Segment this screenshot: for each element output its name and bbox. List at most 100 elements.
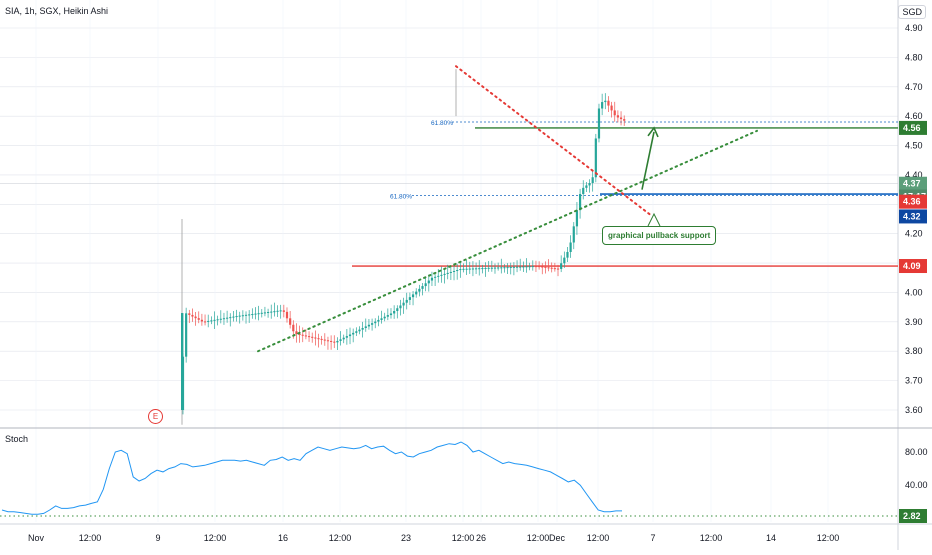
candle-body bbox=[210, 320, 213, 322]
candle-body bbox=[456, 270, 459, 272]
stoch-y-tick-label: 80.00 bbox=[905, 447, 928, 457]
fib-label-upper: 61.80% bbox=[431, 120, 453, 127]
candle-body bbox=[610, 105, 613, 111]
candle-body bbox=[481, 268, 484, 270]
candle-body bbox=[311, 336, 314, 338]
price-axis-label-bg bbox=[899, 176, 927, 191]
target-arrow-shaft bbox=[641, 131, 655, 190]
candle-body bbox=[487, 267, 490, 269]
candle-body bbox=[519, 266, 522, 268]
candle-body bbox=[437, 275, 440, 277]
candle-body bbox=[556, 268, 560, 270]
candle-body bbox=[377, 319, 380, 322]
candle-body bbox=[534, 266, 538, 268]
candle-body bbox=[440, 274, 443, 276]
candle-body bbox=[427, 280, 430, 284]
price-axis-label: 4.36 bbox=[903, 197, 921, 207]
x-tick-label: 12:00 bbox=[329, 533, 352, 543]
candle-body bbox=[254, 313, 257, 315]
candle-body bbox=[238, 315, 241, 317]
candle-body bbox=[374, 321, 377, 324]
x-tick-label: 16 bbox=[278, 533, 288, 543]
pullback-annotation[interactable]: graphical pullback support bbox=[602, 226, 717, 245]
candle-body bbox=[307, 336, 311, 338]
candle-body bbox=[389, 313, 393, 316]
candle-body bbox=[572, 226, 575, 243]
candle-body bbox=[348, 334, 352, 337]
candle-body bbox=[222, 318, 226, 320]
candle-body bbox=[266, 312, 270, 314]
candle-body bbox=[279, 310, 282, 312]
candle-body bbox=[490, 267, 493, 269]
candle-body bbox=[370, 323, 374, 325]
candle-body bbox=[500, 267, 503, 269]
candle-body bbox=[462, 268, 465, 270]
candle-body bbox=[531, 266, 534, 268]
indicator-title: Stoch bbox=[5, 434, 29, 444]
candle-body bbox=[512, 266, 515, 268]
candle-body bbox=[320, 338, 323, 340]
candle-body bbox=[493, 267, 497, 269]
candle-body bbox=[538, 266, 541, 268]
candle-body bbox=[396, 308, 399, 312]
candle-body bbox=[232, 316, 235, 318]
candle-body bbox=[424, 283, 427, 287]
y-tick-label: 4.50 bbox=[905, 141, 923, 151]
earnings-marker[interactable]: E bbox=[148, 409, 163, 424]
y-tick-label: 4.00 bbox=[905, 287, 923, 297]
candle-body bbox=[317, 338, 320, 340]
candle-body bbox=[342, 337, 345, 340]
candle-body bbox=[478, 268, 481, 270]
candle-body bbox=[560, 263, 563, 269]
candle-body bbox=[386, 315, 389, 317]
candle-body bbox=[251, 314, 254, 316]
candle-body bbox=[276, 310, 279, 312]
candle-body bbox=[604, 100, 607, 103]
candle-body bbox=[361, 328, 364, 330]
candle-body bbox=[314, 337, 317, 339]
candle-body bbox=[355, 331, 358, 333]
candle-body bbox=[585, 185, 588, 188]
price-axis-label-bg bbox=[899, 259, 927, 274]
y-tick-label: 3.60 bbox=[905, 405, 923, 415]
x-tick-label: 14 bbox=[766, 533, 776, 543]
price-axis-label: 4.56 bbox=[903, 123, 921, 133]
candle-body bbox=[619, 117, 623, 120]
candle-body bbox=[569, 242, 572, 252]
candle-body bbox=[468, 268, 471, 270]
candle-body bbox=[449, 271, 452, 273]
candle-body bbox=[383, 316, 386, 319]
candle-body bbox=[207, 320, 210, 322]
candle-body bbox=[465, 268, 468, 270]
price-axis-label: 4.09 bbox=[903, 261, 921, 271]
candle-body bbox=[203, 321, 207, 323]
candle-body bbox=[339, 339, 342, 341]
candle-body bbox=[575, 210, 579, 227]
candle-body bbox=[471, 268, 475, 270]
candle-body bbox=[525, 266, 528, 268]
candle-body bbox=[270, 311, 273, 313]
currency-button[interactable]: SGD bbox=[898, 5, 926, 19]
candle-body bbox=[285, 311, 289, 319]
candle-body bbox=[216, 319, 219, 321]
spike-candle bbox=[181, 313, 184, 410]
candle-body bbox=[399, 305, 402, 309]
candle-body bbox=[411, 294, 415, 298]
candle-body bbox=[582, 187, 585, 195]
candle-body bbox=[601, 102, 604, 109]
stoch-line bbox=[1, 441, 622, 515]
price-axis-label: 4.37 bbox=[903, 179, 921, 189]
candle-body bbox=[263, 312, 267, 314]
candle-body bbox=[434, 276, 437, 278]
candle-body bbox=[248, 314, 251, 316]
y-tick-label: 4.20 bbox=[905, 229, 923, 239]
candle-body bbox=[282, 310, 285, 312]
candle-body bbox=[616, 115, 619, 118]
candle-body bbox=[260, 312, 263, 314]
candle-body bbox=[194, 316, 197, 319]
x-tick-label: 12:00 bbox=[79, 533, 102, 543]
candle-body bbox=[364, 326, 367, 329]
candle-body bbox=[553, 268, 556, 270]
